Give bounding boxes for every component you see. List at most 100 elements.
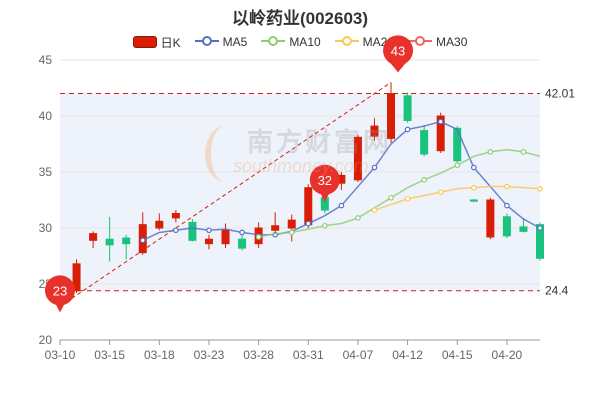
annotation-pin-label: 43 [391, 43, 405, 58]
candle-03-14 [89, 231, 98, 249]
candle-03-22 [188, 219, 197, 242]
candle-04-20 [502, 213, 511, 239]
ma10-point [454, 162, 461, 169]
candle-body [370, 125, 379, 137]
ma20-point [404, 196, 411, 202]
ma10-point [487, 149, 494, 155]
y-tick-label: 30 [39, 221, 53, 235]
ma20-point [437, 189, 444, 195]
annotation-pin-32: 32 [309, 164, 340, 202]
reference-line-label: 42.01 [545, 86, 575, 100]
annotation-pin-43: 43 [383, 35, 414, 73]
candle-body [353, 136, 362, 181]
legend-swatch [132, 36, 157, 48]
ma5-point [437, 118, 444, 125]
legend-item-日k[interactable]: 日K [132, 34, 181, 51]
legend-item-ma5[interactable]: MA5 [194, 35, 248, 50]
legend-label: MA5 [222, 35, 248, 49]
candle-body [221, 229, 230, 245]
legend-label: 日K [160, 35, 181, 50]
x-tick-label: 04-20 [492, 348, 523, 362]
candle-03-24 [221, 223, 230, 249]
candle-body [436, 115, 445, 152]
range-band [60, 93, 540, 291]
x-tick-label: 04-07 [343, 348, 374, 362]
ma5-point [537, 225, 543, 231]
candle-03-29 [271, 212, 280, 233]
y-tick-label: 20 [39, 333, 53, 347]
x-tick-label: 03-28 [243, 348, 274, 362]
annotation-pin-head [383, 35, 414, 66]
x-tick-label: 04-15 [442, 348, 473, 362]
ma5-point [404, 126, 411, 133]
candle-03-16 [122, 234, 131, 260]
candle-04-07 [353, 135, 362, 183]
legend-label: MA30 [436, 35, 468, 49]
candle-body [502, 216, 511, 237]
ma5-point [338, 202, 345, 209]
ma10-point [421, 177, 427, 183]
legend-label: MA10 [289, 35, 321, 49]
candle-body [171, 212, 180, 219]
legend: 日K MA5 MA10 MA20 MA30 [0, 32, 600, 52]
legend-swatch [194, 35, 219, 50]
candle-04-15 [453, 126, 462, 164]
ma5-point [139, 237, 146, 244]
candle-body [122, 237, 131, 245]
candle-body [89, 233, 98, 241]
ma5-point [371, 164, 378, 171]
candle-04-14 [436, 112, 445, 153]
candle-body [387, 93, 396, 139]
y-tick-label: 45 [39, 53, 53, 67]
ma10-point [388, 194, 394, 201]
y-tick-label: 40 [39, 109, 53, 123]
candle-03-30 [287, 214, 296, 242]
candle-body [486, 199, 495, 238]
candle-body [536, 224, 544, 259]
candle-body [105, 238, 114, 246]
candle-body [238, 238, 247, 249]
x-tick-label: 04-12 [392, 348, 423, 362]
annotation-pin-label: 32 [318, 173, 332, 188]
candle-body [155, 220, 164, 229]
ma5-point [173, 227, 179, 234]
chart-title: 以岭药业(002603) [231, 9, 369, 28]
legend-swatch [261, 35, 286, 50]
ma10-point [322, 222, 328, 229]
candle-body [403, 95, 412, 121]
x-tick-label: 03-18 [144, 348, 175, 362]
candle-03-23 [204, 234, 213, 250]
annotation-pin-head [45, 275, 75, 306]
legend-item-ma10[interactable]: MA10 [261, 35, 321, 50]
legend-item-ma30[interactable]: MA30 [408, 35, 467, 50]
candle-03-21 [171, 210, 180, 223]
x-tick-label: 03-10 [45, 348, 76, 362]
ma20-point [470, 184, 477, 191]
candle-04-13 [420, 124, 429, 157]
ma20-point [371, 207, 378, 213]
candle-body [287, 219, 296, 229]
candle-body [271, 225, 280, 231]
annotation-pin-head [309, 164, 340, 195]
candle-04-08 [370, 118, 379, 141]
ma10-point [520, 149, 527, 155]
trend-line [59, 81, 392, 307]
ma20-line [374, 185, 541, 211]
annotation-pin-label: 23 [53, 283, 67, 298]
ma5-point [239, 229, 245, 236]
ma5-point [470, 164, 477, 171]
candle-03-15 [105, 216, 114, 262]
ma20-point [537, 186, 543, 192]
reference-line-label: 24.4 [545, 284, 569, 298]
ma10-point [288, 229, 295, 236]
x-tick-label: 03-15 [94, 348, 125, 362]
legend-swatch [408, 35, 433, 50]
candle-body [188, 221, 197, 241]
x-tick-label: 03-23 [194, 348, 225, 362]
candle-04-19 [486, 197, 495, 240]
candle-04-18 [469, 198, 478, 203]
candle-04-12 [403, 92, 412, 123]
candle-body [204, 238, 213, 245]
